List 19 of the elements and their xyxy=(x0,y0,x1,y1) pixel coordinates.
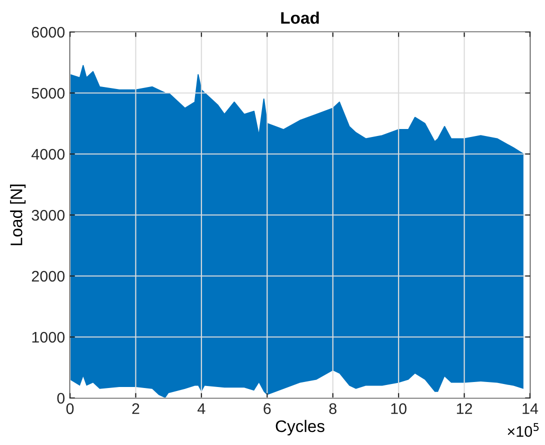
x-tick-label: 10 xyxy=(391,403,406,414)
y-axis-title: Load [N] xyxy=(10,184,26,246)
x-tick-label: 0 xyxy=(66,403,74,414)
y-tick-label: 3000 xyxy=(32,210,65,221)
y-tick-label: 6000 xyxy=(32,26,65,38)
text: ×10$^{5}$ xyxy=(508,423,539,437)
x-tick-label: 6 xyxy=(264,403,271,414)
x-tick-label: 2 xyxy=(132,403,140,414)
y-tick-label: 2000 xyxy=(32,270,65,282)
x-tick-label: 14 xyxy=(522,403,538,414)
x-axis-title: Cycles xyxy=(276,420,324,436)
x-tick-label: 12 xyxy=(456,403,472,414)
y-tick-label: 4000 xyxy=(32,148,65,160)
x-tick-label: 4 xyxy=(198,403,206,414)
chart-title: Load xyxy=(281,12,319,24)
x-tick-label: 8 xyxy=(329,403,336,414)
y-tick-label: 0 xyxy=(57,392,65,404)
y-tick-label: 5000 xyxy=(32,88,65,99)
y-tick-label: 1000 xyxy=(32,332,65,343)
